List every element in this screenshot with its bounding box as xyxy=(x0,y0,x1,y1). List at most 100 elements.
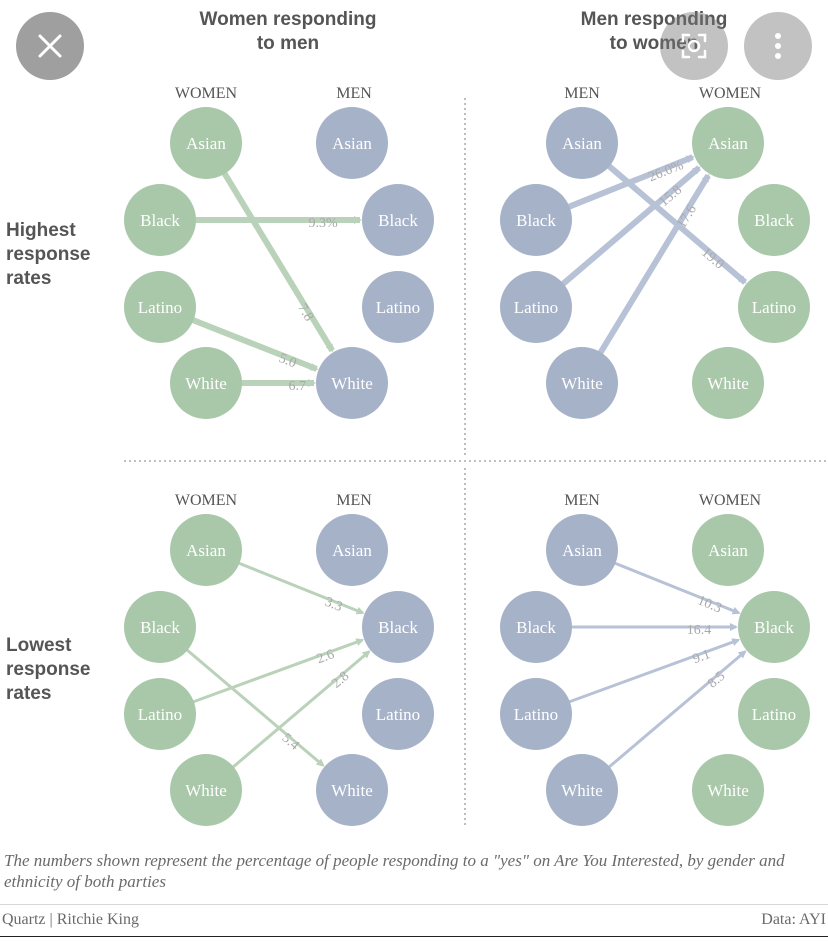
arrow-asian-to-black xyxy=(235,560,365,615)
close-button[interactable] xyxy=(16,12,84,80)
node-circle xyxy=(692,347,764,419)
node-left-black: Black xyxy=(124,184,196,256)
node-right-asian: Asian xyxy=(692,107,764,179)
arrow-labels: 10.3 16.4 9.18.5 xyxy=(687,593,729,691)
node-label: Asian xyxy=(332,134,372,153)
arrow-latino-to-white xyxy=(188,315,319,372)
close-icon xyxy=(38,34,62,58)
node-left-white: White xyxy=(170,347,242,419)
node-circle xyxy=(170,754,242,826)
arrow-latino-to-black xyxy=(189,638,365,705)
title-men-to-women-line2: to women xyxy=(610,33,699,54)
node-label: Black xyxy=(754,618,794,637)
node-right-white: White xyxy=(692,347,764,419)
node-circle xyxy=(738,271,810,343)
column-header-left: MEN xyxy=(564,492,600,509)
node-circle xyxy=(170,107,242,179)
node-right-black: Black xyxy=(738,591,810,663)
node-label: Black xyxy=(378,618,418,637)
node-label: White xyxy=(185,374,227,393)
arrows xyxy=(188,168,362,387)
column-header-right: MEN xyxy=(336,492,372,509)
node-left-latino: Latino xyxy=(124,271,196,343)
arrow-asian-to-black xyxy=(611,560,741,615)
node-left-latino: Latino xyxy=(124,678,196,750)
title-women-to-men-line2: to men xyxy=(257,33,319,54)
node-circle xyxy=(124,591,196,663)
node-left-latino: Latino xyxy=(500,271,572,343)
node-circle xyxy=(546,107,618,179)
node-right-latino: Latino xyxy=(362,271,434,343)
arrow-white-to-black xyxy=(229,650,371,771)
row-label-highest-line1: Highest xyxy=(6,220,76,241)
node-left-asian: Asian xyxy=(546,514,618,586)
node-circle xyxy=(316,107,388,179)
column-header-left: MEN xyxy=(564,85,600,102)
node-label: Black xyxy=(140,211,180,230)
node-label: Asian xyxy=(562,134,602,153)
column-header-left: WOMEN xyxy=(175,492,238,509)
edge-value-label: 16.4 xyxy=(687,623,712,638)
node-left-asian: Asian xyxy=(170,107,242,179)
node-left-black: Black xyxy=(124,591,196,663)
node-label: Latino xyxy=(376,298,420,317)
node-circle xyxy=(124,184,196,256)
node-label: Latino xyxy=(514,705,558,724)
node-circle xyxy=(546,347,618,419)
panels-layer: WOMEN MEN7.89.3%5.06.7AsianBlackLatinoWhi… xyxy=(124,85,810,826)
edge-value-label: 5.0 xyxy=(277,351,299,371)
node-left-white: White xyxy=(170,754,242,826)
column-header-right: WOMEN xyxy=(699,492,762,509)
node-label: Latino xyxy=(138,298,182,317)
node-right-latino: Latino xyxy=(362,678,434,750)
row-label-highest-line2: response xyxy=(6,244,90,265)
node-circle xyxy=(124,271,196,343)
node-circle xyxy=(500,184,572,256)
node-right-asian: Asian xyxy=(316,514,388,586)
node-label: Black xyxy=(140,618,180,637)
more-button[interactable] xyxy=(744,12,812,80)
node-label: White xyxy=(331,781,373,800)
node-label: White xyxy=(561,374,603,393)
node-right-white: White xyxy=(316,754,388,826)
arrow-latino-to-asian xyxy=(558,165,702,289)
more-icon xyxy=(775,33,781,59)
lens-icon xyxy=(681,33,707,59)
node-right-black: Black xyxy=(362,591,434,663)
edge-value-label: 2.6 xyxy=(315,647,337,667)
node-label: White xyxy=(707,781,749,800)
node-right-black: Black xyxy=(362,184,434,256)
node-circle xyxy=(500,591,572,663)
node-left-white: White xyxy=(546,754,618,826)
node-circle xyxy=(170,514,242,586)
lens-button[interactable] xyxy=(660,12,728,80)
node-label: White xyxy=(331,374,373,393)
node-circle xyxy=(362,184,434,256)
edge-value-label: 2.8 xyxy=(329,669,352,692)
panel-lowest-women-to-men: WOMEN MEN 3.3 5.4 2.62.8 Asian Black Latino Whit… xyxy=(124,492,434,826)
panel-highest-women-to-men: WOMEN MEN7.89.3%5.06.7AsianBlackLatinoWhi… xyxy=(124,85,434,419)
arrow-asian-to-white xyxy=(220,168,335,353)
node-label: Latino xyxy=(376,705,420,724)
bottom-rule xyxy=(0,936,828,937)
node-right-white: White xyxy=(692,754,764,826)
arrows xyxy=(558,154,748,358)
row-label-lowest-line1: Lowest xyxy=(6,635,72,656)
node-circle xyxy=(692,754,764,826)
arrows xyxy=(183,560,371,771)
edge-value-label: 10.3 xyxy=(695,593,723,616)
row-label-lowest-line3: rates xyxy=(6,683,51,704)
column-header-left: WOMEN xyxy=(175,85,238,102)
node-circle xyxy=(738,678,810,750)
node-circle xyxy=(546,514,618,586)
column-header-right: WOMEN xyxy=(699,85,762,102)
node-circle xyxy=(316,347,388,419)
edge-value-label: 9.1 xyxy=(691,647,713,667)
node-circle xyxy=(692,514,764,586)
arrow-white-to-black xyxy=(605,650,747,771)
node-label: White xyxy=(561,781,603,800)
node-label: Black xyxy=(754,211,794,230)
node-right-asian: Asian xyxy=(316,107,388,179)
title-women-to-men-line1: Women responding xyxy=(200,9,377,30)
